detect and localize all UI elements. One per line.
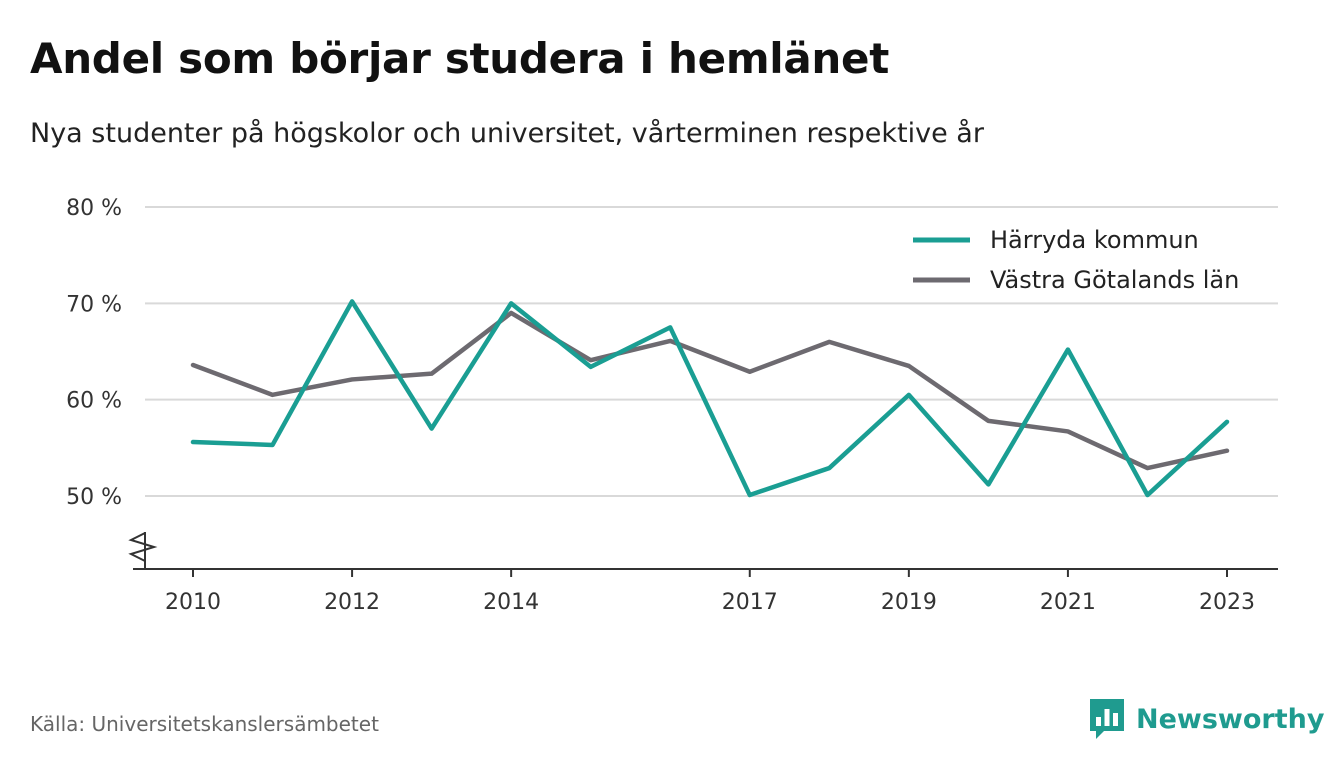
line-chart: 50 % 60 % 70 % 80 % 2010 2012 2014 2017 2019 2021… xyxy=(66,196,1278,615)
series-lines xyxy=(190,299,1230,498)
legend-label: Härryda kommun xyxy=(990,226,1199,254)
y-axis-break-mark xyxy=(128,532,158,562)
chart-title: Andel som börjar studera i hemlänet xyxy=(30,34,889,83)
x-tick-label: 2014 xyxy=(483,590,539,615)
x-tick-label: 2010 xyxy=(165,590,221,615)
y-tick-label: 80 % xyxy=(66,196,122,221)
x-tick-label: 2021 xyxy=(1040,590,1096,615)
legend-label: Västra Götalands län xyxy=(990,266,1239,294)
y-tick-label: 70 % xyxy=(66,292,122,317)
y-tick-label: 50 % xyxy=(66,485,122,510)
axes: 50 % 60 % 70 % 80 % 2010 2012 2014 2017 2019 2021… xyxy=(66,196,1278,615)
bar-chart-speech-bubble-icon xyxy=(1090,699,1124,739)
source-note: Källa: Universitetskanslersämbetet xyxy=(30,712,379,736)
legend-background xyxy=(903,216,1275,300)
y-tick-label: 60 % xyxy=(66,389,122,414)
brand-name: Newsworthy xyxy=(1136,703,1325,735)
grid-lines xyxy=(145,206,1278,497)
x-tick-label: 2017 xyxy=(722,590,778,615)
x-tick-label: 2012 xyxy=(324,590,380,615)
series-line-harryda xyxy=(190,299,1230,498)
legend: Härryda kommun Västra Götalands län xyxy=(903,216,1275,300)
brand-logo: Newsworthy xyxy=(1088,696,1324,742)
x-tick-label: 2023 xyxy=(1199,590,1255,615)
chart-subtitle: Nya studenter på högskolor och universit… xyxy=(30,118,984,149)
series-line-vastra-gotaland xyxy=(190,310,1230,471)
x-tick-label: 2019 xyxy=(881,590,937,615)
